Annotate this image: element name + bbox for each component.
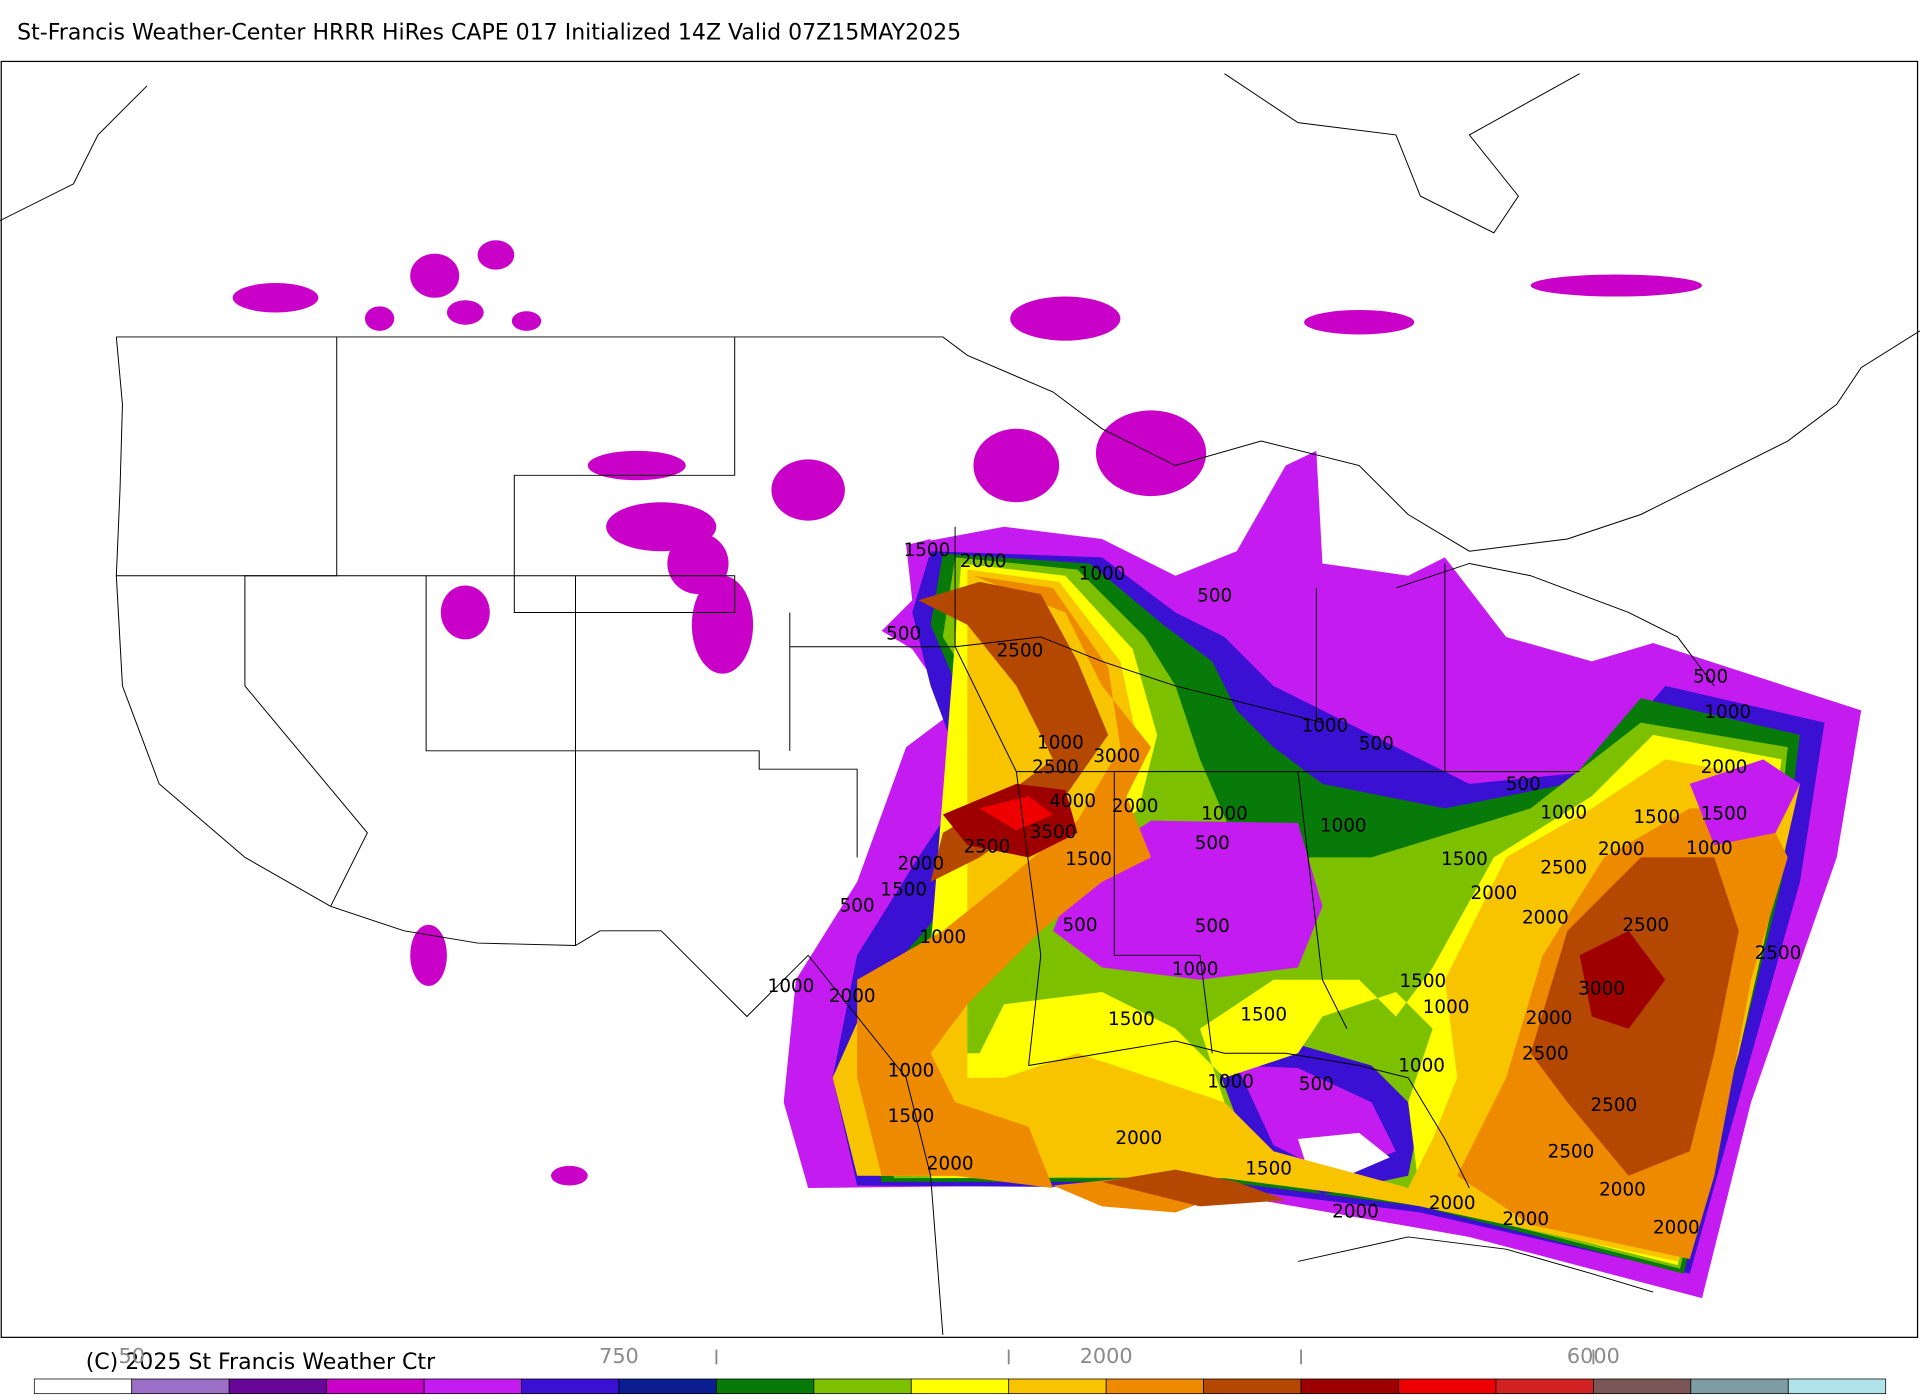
contour-label: 1000	[768, 976, 815, 997]
title: St-Francis Weather-Center HRRR HiRes CAP…	[17, 20, 961, 45]
contour-label: 1000	[1201, 803, 1248, 824]
contour-label: 4000	[1049, 791, 1096, 812]
contour-label: 1500	[1633, 807, 1680, 828]
colorbar-swatch	[618, 1378, 717, 1395]
contour-label: 2500	[1522, 1043, 1569, 1064]
contour-label: 2000	[1701, 757, 1748, 778]
contour-label: 2500	[964, 837, 1011, 858]
contour-label: 500	[1195, 916, 1230, 937]
contour-label: 1000	[1037, 732, 1084, 753]
contour-label: 1000	[1540, 802, 1587, 823]
copyright: (C) 2025 St Francis Weather Ctr	[86, 1350, 436, 1375]
colorbar-swatch	[33, 1378, 133, 1395]
colorbar-swatch	[1300, 1378, 1399, 1395]
contour-label: 1500	[888, 1106, 935, 1127]
contour-label: 2000	[1115, 1128, 1162, 1149]
cape-field	[783, 450, 1862, 1299]
colorbar-swatch	[423, 1378, 522, 1395]
colorbar-label: 2000	[1080, 1344, 1133, 1368]
contour-label: 2000	[927, 1154, 974, 1175]
contour-label: 500	[1062, 915, 1097, 936]
contour-label: 2000	[1653, 1217, 1700, 1238]
contour-label: 2000	[1471, 883, 1518, 904]
contour-label: 1500	[904, 540, 951, 561]
colorbar-swatch	[1398, 1378, 1497, 1395]
colorbar-swatch	[1690, 1378, 1789, 1395]
contour-label: 1500	[1065, 849, 1112, 870]
contour-label: 500	[886, 623, 921, 644]
contour-label: 2500	[1755, 943, 1802, 964]
contour-label: 1000	[1302, 715, 1349, 736]
contour-label: 2000	[1526, 1008, 1573, 1029]
colorbar-swatch	[910, 1378, 1010, 1395]
contour-label: 1500	[1240, 1004, 1287, 1025]
contour-labels: 1500 2000 1000 500 500 2500 1000 500 1000 3000 250…	[768, 540, 1802, 1238]
contour-label: 2500	[1032, 757, 1079, 778]
contour-label: 500	[1693, 666, 1728, 687]
contour-label: 2500	[1540, 857, 1587, 878]
contour-label: 500	[840, 895, 875, 916]
contour-label: 1000	[1172, 959, 1219, 980]
contour-label: 1500	[1399, 971, 1446, 992]
cape-patches	[232, 240, 1703, 1186]
contour-label: 1500	[1245, 1159, 1292, 1180]
colorbar-swatch	[1787, 1378, 1887, 1395]
contour-label: 3500	[1030, 822, 1077, 843]
contour-label: 2000	[1502, 1209, 1549, 1230]
contour-label: 2000	[1332, 1201, 1379, 1222]
contour-label: 1000	[1704, 702, 1751, 723]
contour-label: 3000	[1093, 746, 1140, 767]
contour-label: 2500	[1622, 915, 1669, 936]
contour-label: 1500	[1701, 803, 1748, 824]
contour-label: 1000	[888, 1061, 935, 1082]
contour-label: 1500	[1108, 1009, 1155, 1030]
colorbar-label: 750	[599, 1344, 639, 1368]
contour-label: 2500	[1548, 1141, 1595, 1162]
colorbar-swatch	[1495, 1378, 1594, 1395]
contour-label: 1000	[1320, 816, 1367, 837]
contour-label: 2000	[1522, 908, 1569, 929]
contour-label: 3000	[1578, 979, 1625, 1000]
contour-label: 2000	[1112, 796, 1159, 817]
contour-label: 1000	[1207, 1072, 1254, 1093]
contour-label: 500	[1359, 734, 1394, 755]
boundaries	[0, 73, 1920, 1335]
colorbar-swatch	[1105, 1378, 1204, 1395]
contour-label: 1000	[919, 927, 966, 948]
contour-label: 1500	[880, 879, 927, 900]
colorbar-swatch	[716, 1378, 815, 1395]
colorbar-swatch	[131, 1378, 230, 1395]
colorbar-swatch	[1593, 1378, 1692, 1395]
contour-label: 2500	[997, 641, 1044, 662]
contour-label: 500	[1299, 1074, 1334, 1095]
colorbar-swatch	[521, 1378, 620, 1395]
contour-label: 2000	[829, 986, 876, 1007]
colorbar-swatch	[228, 1378, 327, 1395]
contour-label: 2000	[1599, 1179, 1646, 1200]
colorbar-label: 50	[118, 1344, 144, 1368]
contour-label: 1000	[1423, 997, 1470, 1018]
contour-label: 500	[1195, 833, 1230, 854]
contour-label: 2000	[960, 551, 1007, 572]
contour-label: 1000	[1686, 838, 1733, 859]
colorbar-swatch	[326, 1378, 425, 1395]
contour-label: 2000	[1598, 839, 1645, 860]
contour-label: 2000	[1429, 1193, 1476, 1214]
colorbar-swatch	[813, 1378, 912, 1395]
contour-label: 1500	[1441, 849, 1488, 870]
contour-label: 1000	[1079, 563, 1126, 584]
contour-label: 500	[1197, 586, 1232, 607]
contour-label: 2500	[1591, 1095, 1638, 1116]
colorbar-swatch	[1008, 1378, 1107, 1395]
colorbar: 50 750 2000 6000	[33, 1344, 1887, 1395]
contour-label: 2000	[897, 854, 944, 875]
colorbar-swatch	[1203, 1378, 1302, 1395]
contour-label: 1000	[1398, 1056, 1445, 1077]
contour-label: 500	[1506, 774, 1541, 795]
